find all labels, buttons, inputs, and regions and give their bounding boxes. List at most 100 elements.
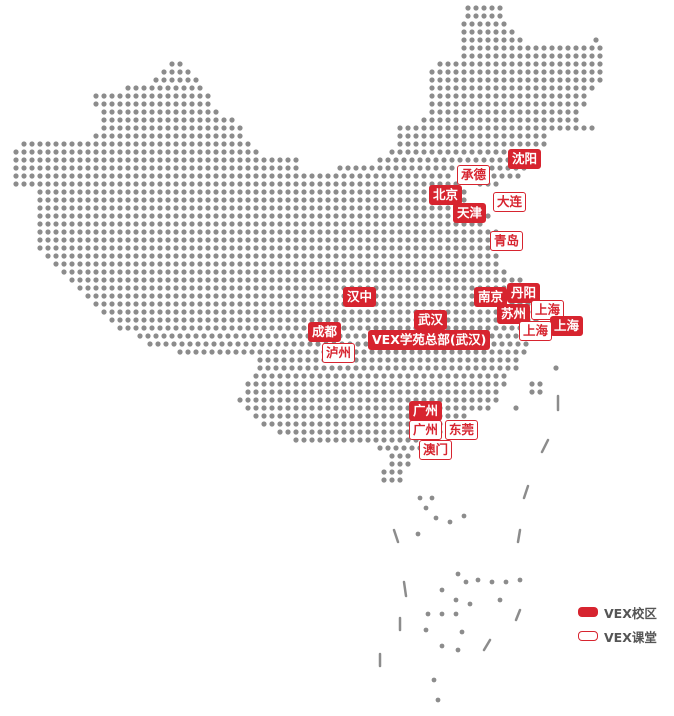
city-label-wuhan[interactable]: 武汉	[414, 310, 448, 330]
map-dot	[173, 285, 179, 291]
map-dot	[365, 221, 371, 227]
map-dot	[341, 437, 347, 443]
map-dot	[301, 213, 307, 219]
map-dot	[201, 349, 207, 355]
map-dot	[517, 69, 523, 75]
city-label-macau[interactable]: 澳门	[419, 440, 453, 460]
city-label-guangzhou-class[interactable]: 广州	[409, 420, 443, 440]
map-dot	[301, 285, 307, 291]
map-dot	[37, 213, 43, 219]
map-dot	[413, 221, 419, 227]
map-dot	[141, 93, 147, 99]
city-label-shanghai-class-2[interactable]: 上海	[519, 321, 553, 341]
map-dot	[293, 245, 299, 251]
map-dot	[69, 213, 75, 219]
map-dot	[101, 157, 107, 163]
map-dot	[141, 229, 147, 235]
map-dot	[237, 133, 243, 139]
city-label-qingdao[interactable]: 青岛	[490, 231, 524, 251]
city-label-suzhou[interactable]: 苏州	[497, 304, 531, 324]
city-label-shanghai-campus[interactable]: 上海	[550, 316, 584, 336]
map-dot	[461, 229, 467, 235]
map-dot	[301, 261, 307, 267]
city-label-nanjing[interactable]: 南京	[474, 287, 508, 307]
map-dot	[349, 245, 355, 251]
city-label-dongguan[interactable]: 东莞	[445, 420, 479, 440]
map-dot	[309, 237, 315, 243]
map-dot	[549, 45, 555, 51]
map-dot	[325, 381, 331, 387]
city-label-chengdu[interactable]: 成都	[308, 322, 342, 342]
map-dot	[193, 349, 199, 355]
map-dot	[173, 181, 179, 187]
map-dot	[301, 309, 307, 315]
map-dot	[221, 213, 227, 219]
map-dot	[501, 325, 507, 331]
map-dot	[477, 37, 483, 43]
map-dot	[157, 261, 163, 267]
map-dot	[117, 261, 123, 267]
map-dot	[381, 181, 387, 187]
map-dot	[301, 189, 307, 195]
boundary-dash	[392, 528, 400, 544]
map-dot	[477, 125, 483, 131]
city-label-dalian[interactable]: 大连	[493, 192, 527, 212]
map-dot	[513, 365, 519, 371]
map-dot	[197, 189, 203, 195]
map-dot	[261, 245, 267, 251]
map-dot	[181, 109, 187, 115]
map-dot	[53, 173, 59, 179]
map-dot	[565, 109, 571, 115]
map-dot	[397, 477, 403, 483]
city-label-vex-hq-wuhan[interactable]: VEX学苑总部(武汉)	[368, 330, 491, 350]
map-dot	[301, 389, 307, 395]
map-dot	[221, 309, 227, 315]
map-dot	[269, 229, 275, 235]
map-dot	[173, 317, 179, 323]
map-dot	[309, 381, 315, 387]
map-dot	[333, 261, 339, 267]
map-dot	[109, 157, 115, 163]
map-dot	[285, 429, 291, 435]
map-dot	[353, 165, 359, 171]
map-dot	[285, 373, 291, 379]
map-dot	[429, 261, 435, 267]
map-dot	[245, 165, 251, 171]
map-dot	[309, 229, 315, 235]
map-dot	[541, 101, 547, 107]
city-label-danyang[interactable]: 丹阳	[507, 283, 541, 303]
map-dot	[429, 221, 435, 227]
city-label-chengde[interactable]: 承德	[457, 165, 491, 185]
city-label-tianjin[interactable]: 天津	[453, 203, 487, 223]
map-dot	[301, 245, 307, 251]
map-dot	[373, 413, 379, 419]
map-dot	[573, 101, 579, 107]
map-dot	[429, 125, 435, 131]
map-dot	[253, 285, 259, 291]
map-dot	[537, 381, 543, 387]
map-dot	[293, 261, 299, 267]
map-dot	[205, 197, 211, 203]
city-label-shenyang[interactable]: 沈阳	[508, 149, 542, 169]
map-dot	[489, 349, 495, 355]
map-dot	[445, 253, 451, 259]
map-dot	[449, 165, 455, 171]
map-dot	[477, 101, 483, 107]
city-label-shanghai-class-1[interactable]: 上海	[531, 300, 565, 320]
city-label-beijing[interactable]: 北京	[429, 185, 463, 205]
map-dot	[141, 205, 147, 211]
city-label-luzhou[interactable]: 泸州	[322, 343, 356, 363]
city-label-hanzhong[interactable]: 汉中	[343, 287, 377, 307]
map-dot	[469, 117, 475, 123]
city-label-guangzhou-campus[interactable]: 广州	[409, 401, 443, 421]
map-dot	[429, 133, 435, 139]
map-dot	[453, 237, 459, 243]
map-dot	[365, 261, 371, 267]
map-dot	[445, 133, 451, 139]
map-dot	[197, 173, 203, 179]
map-dot	[277, 381, 283, 387]
map-dot	[405, 389, 411, 395]
map-dot	[333, 229, 339, 235]
map-dot	[197, 245, 203, 251]
map-dot	[405, 301, 411, 307]
